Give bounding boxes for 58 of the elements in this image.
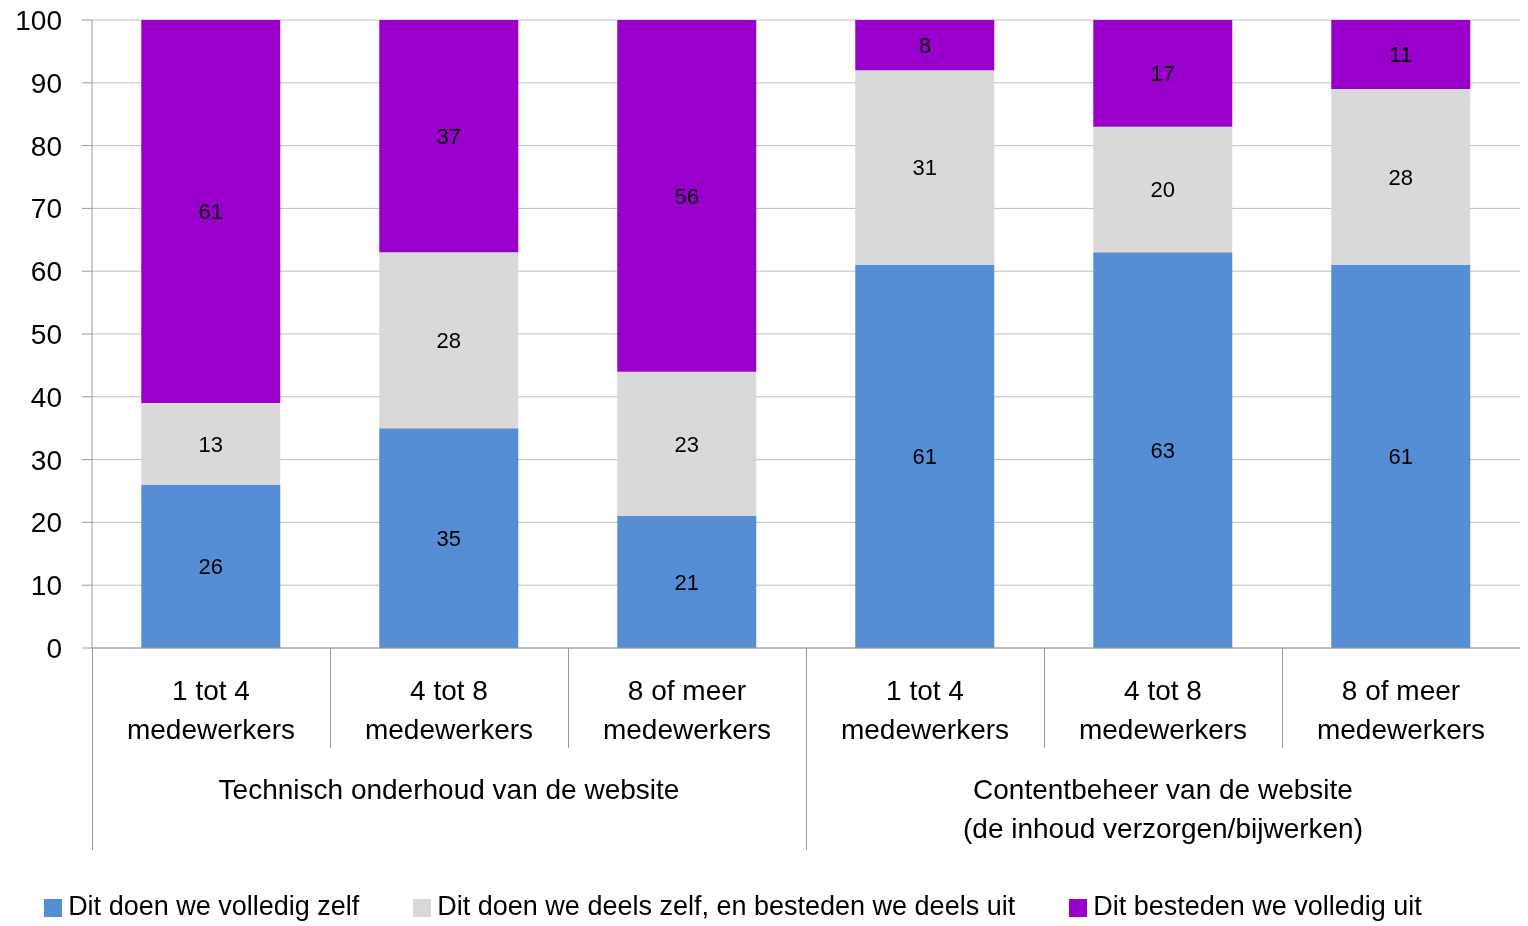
bar: [141, 403, 281, 485]
legend-label: Dit doen we deels zelf, en besteden we deels uit: [437, 891, 1016, 921]
data-label: 17: [1150, 61, 1176, 87]
bar: [617, 516, 757, 648]
bar: [1093, 20, 1233, 127]
bar: [617, 371, 757, 517]
y-tick-label: 80: [30, 130, 62, 162]
x-tick-label: 4 tot 8 medewerkers: [364, 675, 534, 745]
data-label: 23: [674, 431, 700, 457]
y-tick-label: 30: [30, 444, 62, 476]
data-label: 63: [1150, 437, 1176, 463]
bar: [379, 428, 519, 648]
data-label: 26: [198, 554, 224, 580]
x-tick-label: 8 of meer medewerkers: [602, 675, 772, 745]
bar: [855, 20, 995, 71]
bar: [1093, 126, 1233, 253]
data-label: 21: [674, 569, 700, 595]
data-label: 56: [674, 183, 700, 209]
y-tick-label: 50: [30, 318, 62, 350]
data-label: 28: [1388, 164, 1414, 190]
text: Contentbeheer van de website (de inhoud verzorgen/bijwerken): [962, 773, 1364, 846]
data-label: 31: [912, 155, 938, 181]
data-label: 61: [1388, 444, 1414, 470]
y-tick-label: 60: [30, 256, 62, 288]
y-tick-label: 0: [46, 632, 62, 664]
data-label: 20: [1150, 177, 1176, 203]
data-label: 61: [912, 444, 938, 470]
bar: [1331, 20, 1471, 90]
data-label: 28: [436, 328, 462, 354]
data-label: 37: [436, 123, 462, 149]
y-tick-label: 10: [30, 570, 62, 602]
bar: [141, 484, 281, 648]
data-label: 11: [1389, 42, 1413, 68]
bar: [379, 252, 519, 429]
legend-label: Dit doen we volledig zelf: [68, 891, 360, 921]
data-label: 61: [198, 199, 224, 225]
x-tick-label: 1 tot 4 medewerkers: [840, 675, 1010, 745]
x-tick-label: 8 of meer medewerkers: [1316, 675, 1486, 745]
x-tick-label: 4 tot 8 medewerkers: [1078, 675, 1248, 745]
bar: [855, 70, 995, 265]
bar: [1093, 252, 1233, 648]
bar: [141, 20, 281, 404]
y-tick-label: 90: [30, 67, 62, 99]
data-label: 8: [918, 32, 931, 58]
bar: [617, 20, 757, 372]
bar: [855, 264, 995, 648]
data-label: 13: [198, 431, 224, 457]
bar: [1331, 264, 1471, 648]
y-tick-label: 100: [15, 4, 62, 36]
bar: [1331, 89, 1471, 265]
data-label: 35: [436, 525, 462, 551]
legend-label: Dit besteden we volledig uit: [1093, 891, 1422, 921]
x-tick-label: 1 tot 4 medewerkers: [126, 675, 296, 745]
y-tick-label: 70: [30, 193, 62, 225]
text: Technisch onderhoud van de website: [217, 773, 681, 807]
bar: [379, 20, 519, 253]
y-tick-label: 40: [30, 381, 62, 413]
y-tick-label: 20: [30, 507, 62, 539]
